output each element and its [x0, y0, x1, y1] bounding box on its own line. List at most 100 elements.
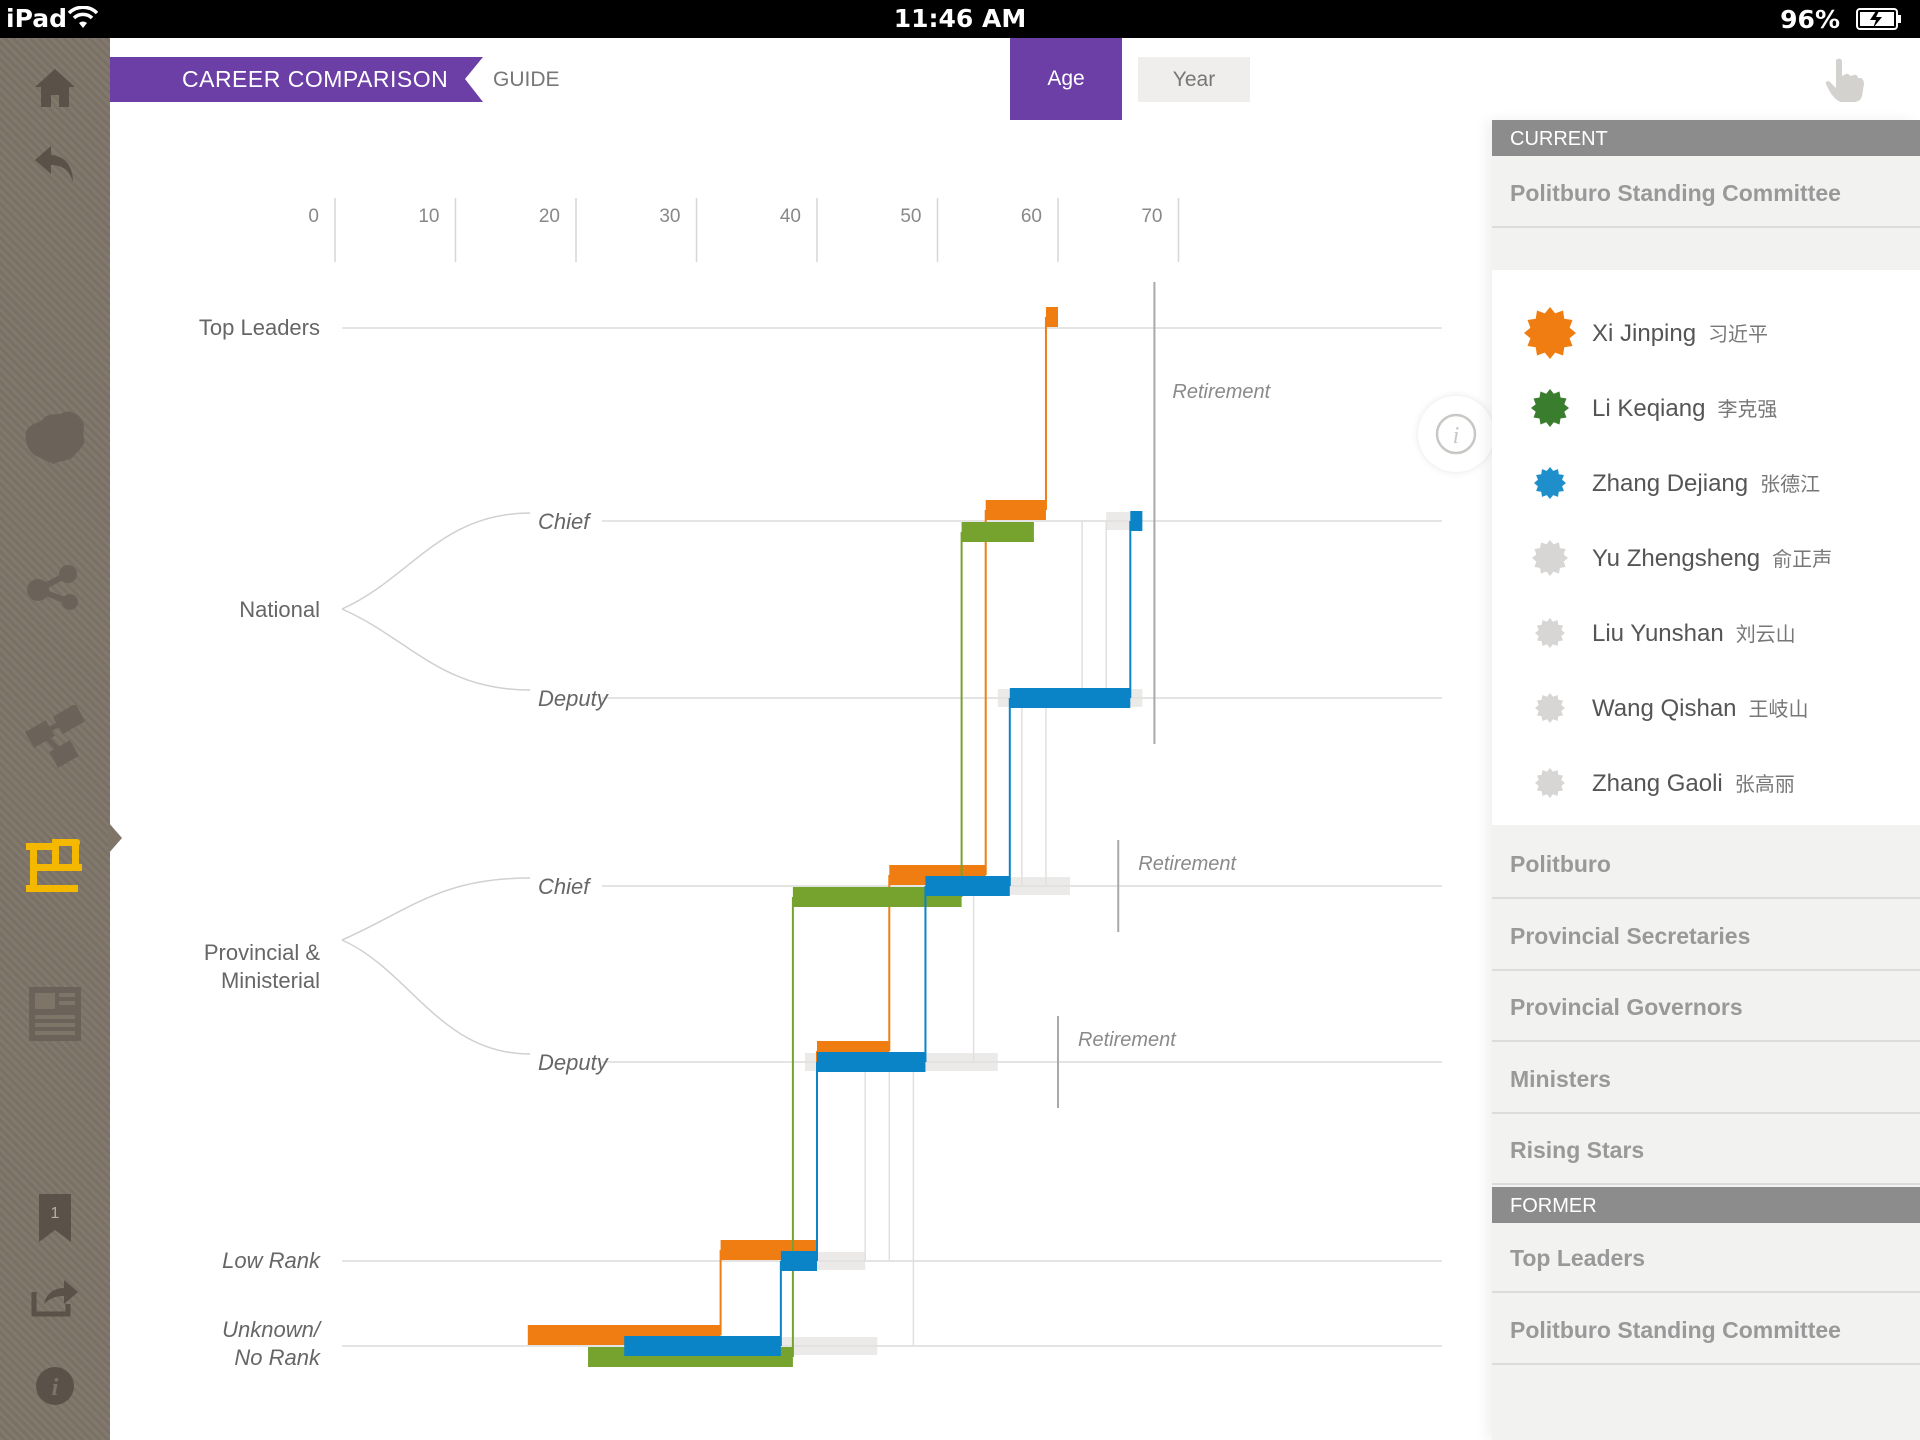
back-arrow-icon — [35, 146, 73, 182]
x-tick-label: 70 — [1141, 206, 1162, 227]
member-name-english: Liu Yunshan — [1592, 619, 1724, 647]
member-item[interactable]: Li Keqiang 李克强 — [1492, 370, 1920, 445]
category-selected[interactable]: Politburo Standing Committee — [1492, 156, 1920, 228]
member-item[interactable]: Yu Zhengsheng 俞正声 — [1492, 520, 1920, 595]
category-item[interactable]: Provincial Governors — [1492, 972, 1920, 1042]
svg-text:i: i — [1453, 423, 1460, 449]
member-name-chinese: 李克强 — [1717, 398, 1778, 421]
battery-icon — [1856, 8, 1901, 30]
year-toggle-button[interactable]: Year — [1138, 57, 1250, 102]
branch-curve — [341, 512, 531, 610]
top-bar: CAREER COMPARISON GUIDE Age Year — [110, 38, 1920, 120]
member-name-chinese: 习近平 — [1708, 323, 1769, 346]
about-button[interactable]: i — [20, 1356, 90, 1416]
star-badge-icon — [1522, 680, 1578, 736]
level-label-national-deputy: Deputy — [538, 686, 610, 711]
bookmark-icon: 1 — [39, 1194, 71, 1242]
former-category-item[interactable]: Politburo Standing Committee — [1492, 1295, 1920, 1365]
news-button[interactable] — [20, 984, 90, 1044]
level-label-prov-chief: Chief — [538, 874, 592, 899]
series-segment — [1130, 511, 1143, 531]
category-item[interactable]: Rising Stars — [1492, 1115, 1920, 1185]
member-list: Xi Jinping 习近平 Li Keqiang 李克强 Zhang Dejiang 张… — [1492, 270, 1920, 825]
member-name-chinese: 俞正声 — [1772, 548, 1833, 571]
former-category-item[interactable]: Top Leaders — [1492, 1223, 1920, 1293]
level-label-provincial: Provincial & Ministerial — [204, 940, 320, 993]
category-item[interactable]: Politburo — [1492, 829, 1920, 899]
map-button[interactable] — [20, 408, 90, 468]
member-item[interactable]: Zhang Dejiang 张德江 — [1492, 445, 1920, 520]
member-name: Li Keqiang 李克强 — [1592, 393, 1777, 423]
battery-percent: 96% — [1780, 5, 1840, 34]
network-icon — [27, 565, 78, 610]
wifi-icon — [68, 6, 98, 28]
hierarchy-icon — [25, 705, 86, 768]
x-tick-label: 10 — [418, 206, 439, 227]
news-icon — [29, 987, 81, 1041]
x-tick-label: 0 — [308, 206, 319, 227]
series-segment — [961, 522, 1034, 542]
member-name: Wang Qishan 王岐山 — [1592, 693, 1809, 723]
member-name-english: Li Keqiang — [1592, 394, 1706, 422]
guide-link[interactable]: GUIDE — [493, 68, 560, 91]
svg-text:i: i — [52, 1375, 59, 1401]
star-badge-icon — [1522, 530, 1578, 586]
series-segment — [624, 1336, 781, 1356]
series-segment — [1009, 688, 1131, 708]
sidebar-selection-notch — [108, 822, 122, 854]
member-name-english: Xi Jinping — [1592, 319, 1697, 347]
sidebar: 1 i — [0, 38, 122, 1440]
info-icon: i — [1435, 413, 1477, 455]
x-tick-label: 60 — [1021, 206, 1042, 227]
bookmarks-button[interactable]: 1 — [20, 1188, 90, 1248]
career-chart: 0 10 20 30 40 50 60 70 Top Leaders National Chief… — [199, 198, 1442, 1370]
level-label-top: Top Leaders — [199, 315, 320, 340]
member-item[interactable]: Zhang Gaoli 张高丽 — [1492, 745, 1920, 820]
level-label-unknown: Unknown/No Rank — [222, 1317, 322, 1370]
member-name-english: Zhang Gaoli — [1592, 769, 1723, 797]
member-name: Yu Zhengsheng 俞正声 — [1592, 543, 1832, 573]
current-section-header: CURRENT — [1492, 120, 1920, 156]
age-toggle-button[interactable]: Age — [1010, 38, 1122, 120]
info-circle-icon: i — [36, 1367, 74, 1405]
former-section-header: FORMER — [1492, 1187, 1920, 1223]
x-tick-label: 30 — [659, 206, 680, 227]
touch-hand-icon[interactable] — [1820, 56, 1868, 104]
series-segment — [792, 887, 962, 907]
series-segment — [985, 500, 1046, 520]
member-name: Liu Yunshan 刘云山 — [1592, 618, 1796, 648]
retirement-label: Retirement — [1078, 1029, 1177, 1051]
category-item[interactable]: Ministers — [1492, 1044, 1920, 1114]
branch-curve — [341, 877, 531, 941]
home-icon — [35, 69, 75, 107]
career-chart-icon — [26, 839, 82, 892]
app-window: 1 i CAREER COMPARISON GUIDE Age Year 0 10… — [0, 38, 1920, 1440]
career-comparison-button[interactable] — [20, 838, 90, 898]
star-badge-icon — [1522, 605, 1578, 661]
page-title: CAREER COMPARISON — [110, 57, 465, 102]
member-item[interactable]: Wang Qishan 王岐山 — [1492, 670, 1920, 745]
member-item[interactable]: Xi Jinping 习近平 — [1492, 295, 1920, 370]
star-badge-icon — [1522, 380, 1578, 436]
status-bar: iPad 11:46 AM 96% — [0, 0, 1920, 38]
x-tick-label: 20 — [539, 206, 560, 227]
level-label-low: Low Rank — [222, 1248, 321, 1273]
home-button[interactable] — [20, 58, 90, 118]
retirement-label: Retirement — [1172, 381, 1271, 403]
share-button[interactable] — [20, 1266, 90, 1326]
ghost-career-segment — [997, 877, 1071, 895]
bookmark-count: 1 — [51, 1205, 60, 1222]
x-tick-label: 40 — [780, 206, 801, 227]
member-item[interactable]: Liu Yunshan 刘云山 — [1492, 595, 1920, 670]
category-item[interactable]: Provincial Secretaries — [1492, 901, 1920, 971]
member-name-chinese: 王岐山 — [1748, 698, 1809, 721]
back-button[interactable] — [20, 134, 90, 194]
network-button[interactable] — [20, 558, 90, 618]
series-segment — [780, 1251, 817, 1271]
chart-info-button[interactable]: i — [1418, 396, 1494, 472]
member-name-english: Zhang Dejiang — [1592, 469, 1749, 497]
hierarchy-button[interactable] — [20, 705, 90, 768]
member-name-english: Wang Qishan — [1592, 694, 1737, 722]
ghost-career-segment — [817, 1252, 866, 1270]
member-name-chinese: 张高丽 — [1734, 773, 1795, 796]
